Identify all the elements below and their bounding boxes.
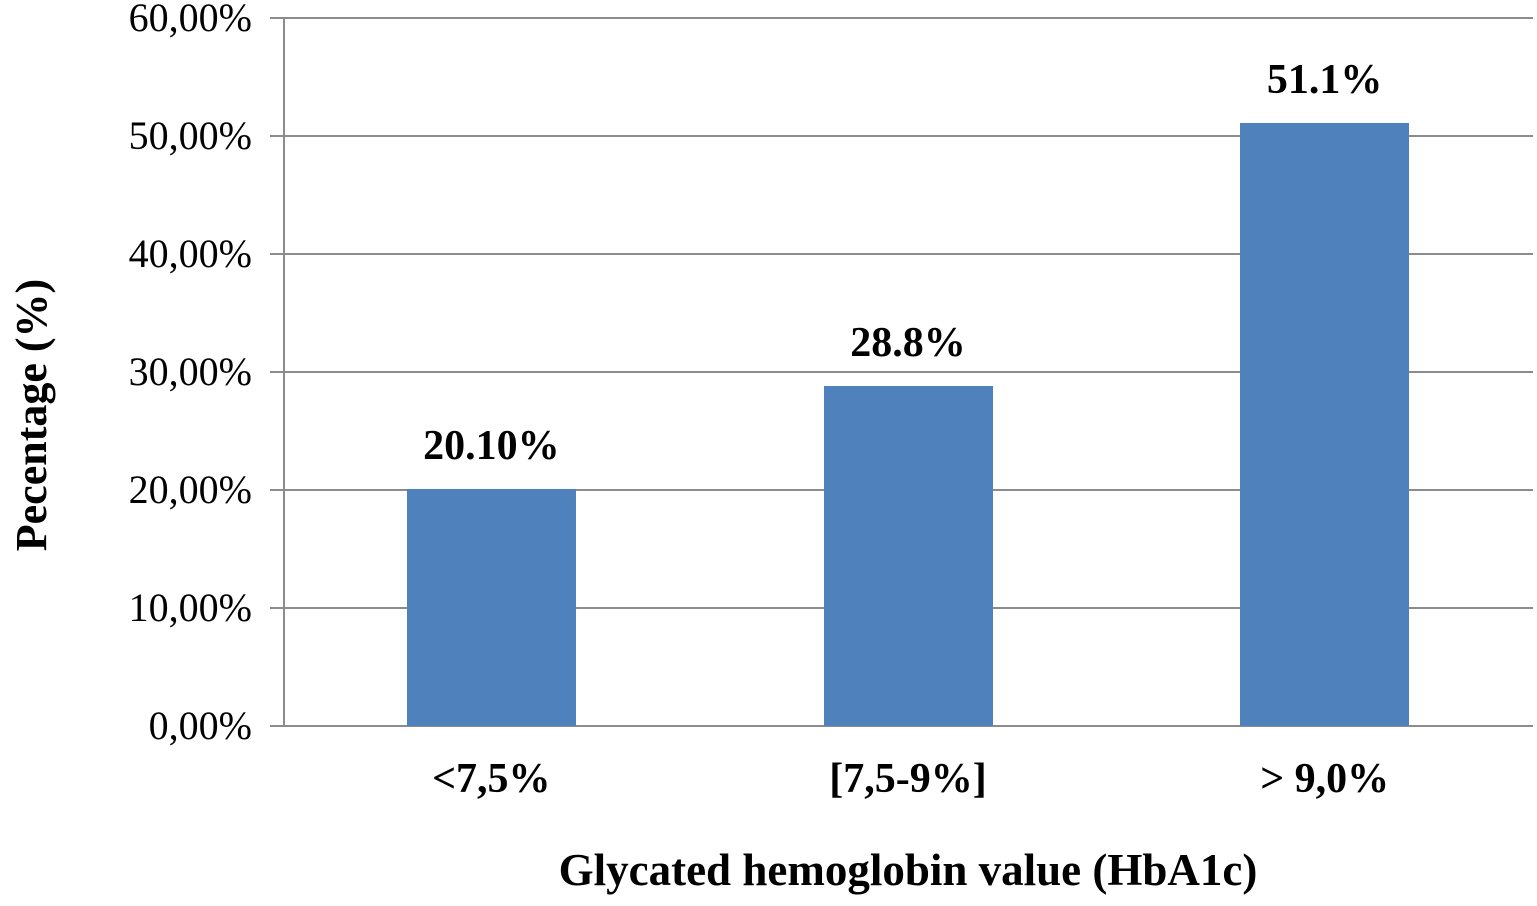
y-axis-tick <box>270 607 283 609</box>
y-axis-tick <box>270 725 283 727</box>
bar <box>824 386 993 726</box>
gridline <box>283 371 1533 373</box>
x-axis-category-label: [7,5-9%] <box>829 756 987 802</box>
gridline <box>283 17 1533 19</box>
y-axis-title: Pecentage (%) <box>7 278 56 552</box>
y-axis-tick <box>270 135 283 137</box>
y-axis-tick-label: 20,00% <box>128 467 252 512</box>
y-axis-line <box>283 18 285 726</box>
bar <box>1240 123 1409 726</box>
y-axis-tick-label: 50,00% <box>128 113 252 158</box>
y-axis-tick <box>270 17 283 19</box>
bar <box>407 489 576 726</box>
y-axis-tick-label: 0,00% <box>148 703 252 748</box>
gridline <box>283 135 1533 137</box>
y-axis-tick-label: 40,00% <box>128 231 252 276</box>
gridline <box>283 725 1533 727</box>
y-axis-tick-label: 30,00% <box>128 349 252 394</box>
gridline <box>283 253 1533 255</box>
bar-data-label: 20.10% <box>423 423 560 469</box>
bar-data-label: 51.1% <box>1266 57 1383 103</box>
x-axis-category-label: > 9,0% <box>1260 756 1390 802</box>
y-axis-tick-label: 10,00% <box>128 585 252 630</box>
bar-data-label: 28.8% <box>850 320 966 366</box>
y-axis-tick-label: 60,00% <box>128 0 252 40</box>
y-axis-tick <box>270 253 283 255</box>
x-axis-title: Glycated hemoglobin value (HbA1c) <box>558 845 1258 895</box>
x-axis-category-label: <7,5% <box>432 756 551 802</box>
y-axis-tick <box>270 371 283 373</box>
y-axis-tick <box>270 489 283 491</box>
plot-area: 20.10% 28.8% 51.1% <box>283 17 1533 727</box>
